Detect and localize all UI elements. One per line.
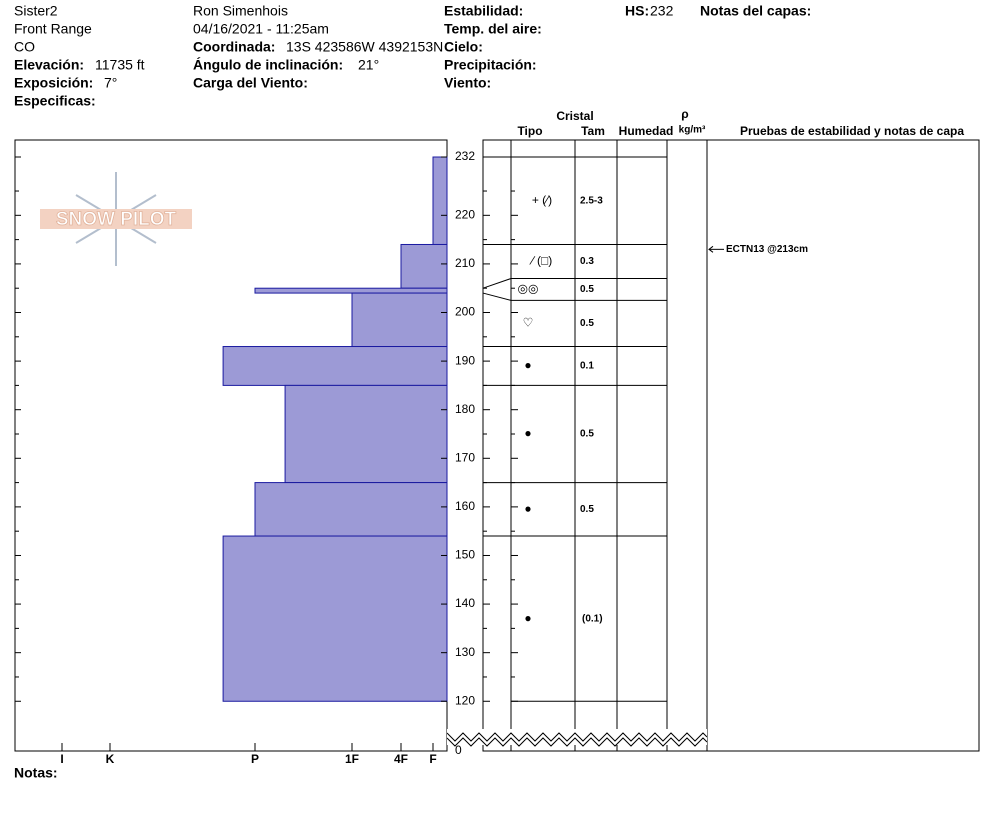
- crystal-type: ●: [524, 358, 531, 372]
- crystal-size: 0.5: [580, 284, 594, 295]
- connector: [482, 278, 512, 289]
- label: Notas:: [14, 765, 58, 781]
- connector: [482, 292, 512, 301]
- crystal-size: 0.5: [580, 429, 594, 440]
- y-tick-label: 160: [455, 499, 475, 513]
- column-header: Tipo: [517, 124, 542, 138]
- hardness-bar: [351, 292, 448, 348]
- crystal-type: ●: [524, 501, 531, 515]
- y-tick-label: 0: [455, 743, 462, 757]
- x-tick-label: I: [60, 752, 63, 766]
- crystal-type: + (∕): [532, 193, 552, 207]
- x-tick-label: K: [106, 752, 115, 766]
- test-label: ECTN13 @213cm: [726, 244, 808, 255]
- y-tick-label: 140: [455, 596, 475, 610]
- crystal-size: 0.5: [580, 318, 594, 329]
- axis-break: [446, 737, 708, 747]
- column-header: Pruebas de estabilidad y notas de capa: [740, 124, 964, 138]
- value: 13S 423586W 4392153N: [286, 39, 443, 55]
- table-frame: [482, 139, 980, 752]
- crystal-size: 0.3: [580, 256, 594, 267]
- crystal-size: 0.1: [580, 361, 594, 372]
- crystal-size: 2.5-3: [580, 195, 603, 206]
- crystal-size: (0.1): [582, 613, 603, 624]
- arrow-head: [708, 245, 714, 253]
- site: Sister2: [14, 3, 58, 19]
- value: 11735 ft: [95, 57, 145, 73]
- label: Temp. del aire:: [444, 21, 542, 37]
- x-tick-label: F: [429, 752, 436, 766]
- range: Front Range: [14, 21, 92, 37]
- hardness-bar: [284, 384, 448, 484]
- label: Cielo:: [444, 39, 483, 55]
- crystal-type: ●: [524, 611, 531, 625]
- hardness-bar: [254, 287, 448, 294]
- hardness-bar: [400, 243, 448, 289]
- x-tick-label: 1F: [345, 752, 359, 766]
- value: 21°: [358, 57, 379, 73]
- axis-break: [446, 732, 708, 742]
- label: Especificas:: [14, 93, 96, 109]
- label: Coordinada:: [193, 39, 275, 55]
- crystal-type: ◎◎: [518, 282, 539, 296]
- column-header: Tam: [581, 124, 605, 138]
- label: Ángulo de inclinación:: [193, 57, 343, 73]
- label: Exposición:: [14, 75, 93, 91]
- y-tick-label: 120: [455, 693, 475, 707]
- hardness-bar: [254, 482, 448, 537]
- logo: SNOW PILOT: [40, 172, 192, 266]
- label: Elevación:: [14, 57, 84, 73]
- y-tick-label: 170: [455, 450, 475, 464]
- label: HS:: [625, 3, 649, 19]
- y-tick-label: 210: [455, 256, 475, 270]
- crystal-type: ●: [524, 426, 531, 440]
- label: Carga del Viento:: [193, 75, 308, 91]
- hardness-bar: [432, 156, 448, 245]
- x-tick-label: P: [251, 752, 259, 766]
- hardness-bar: [222, 346, 448, 386]
- datetime: 04/16/2021 - 11:25am: [193, 21, 329, 37]
- y-tick-label: 220: [455, 207, 475, 221]
- y-tick-label: 150: [455, 548, 475, 562]
- logo-text: SNOW PILOT: [56, 209, 177, 230]
- break-mask: [447, 729, 707, 745]
- observer: Ron Simenhois: [193, 3, 288, 19]
- column-header: kg/m³: [679, 125, 706, 136]
- layers: [222, 156, 448, 702]
- label: Estabilidad:: [444, 3, 523, 19]
- column-header: Cristal: [556, 109, 593, 123]
- y-tick-label: 190: [455, 353, 475, 367]
- y-tick-label: 232: [455, 149, 475, 163]
- hardness-bar: [222, 535, 448, 702]
- crystal-type: ∕ (□): [529, 254, 553, 268]
- crystal-size: 0.5: [580, 504, 594, 515]
- y-tick-label: 200: [455, 305, 475, 319]
- value: 7°: [104, 75, 117, 91]
- y-tick-label: 180: [455, 402, 475, 416]
- x-tick-label: 4F: [394, 752, 408, 766]
- crystal-type: ♡: [523, 316, 534, 330]
- label: Notas del capas:: [700, 3, 811, 19]
- state: CO: [14, 39, 35, 55]
- label: Viento:: [444, 75, 491, 91]
- column-header: ρ: [681, 107, 688, 121]
- value: 232: [650, 3, 674, 19]
- column-header: Humedad: [619, 124, 674, 138]
- y-tick-label: 130: [455, 645, 475, 659]
- label: Precipitación:: [444, 57, 537, 73]
